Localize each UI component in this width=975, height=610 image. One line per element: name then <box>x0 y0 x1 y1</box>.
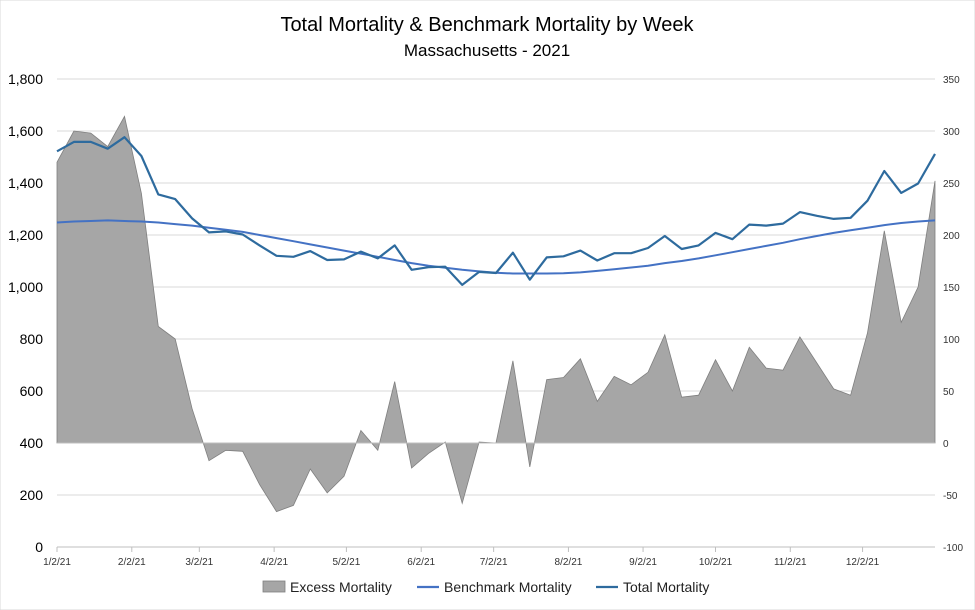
x-tick-label: 11/2/21 <box>774 557 807 568</box>
legend: Excess Mortality Benchmark Mortality Total… <box>262 579 709 595</box>
right-tick-label: 150 <box>943 283 960 294</box>
left-tick-label: 200 <box>20 487 44 503</box>
right-tick-label: 50 <box>943 387 955 398</box>
legend-label: Total Mortality <box>623 579 709 595</box>
x-tick-label: 10/2/21 <box>699 557 733 568</box>
x-tick-label: 1/2/21 <box>43 557 71 568</box>
x-tick-label: 5/2/21 <box>332 557 360 568</box>
lines-layer <box>56 136 936 286</box>
x-tick-label: 7/2/21 <box>480 557 508 568</box>
left-tick-label: 400 <box>20 435 44 451</box>
excess-area-layer <box>56 115 936 513</box>
legend-label: Benchmark Mortality <box>444 579 572 595</box>
left-tick-label: 1,000 <box>8 279 43 295</box>
left-tick-label: 1,200 <box>8 227 43 243</box>
axes <box>57 442 935 548</box>
right-tick-label: 0 <box>943 439 949 450</box>
chart-subtitle: Massachusetts - 2021 <box>404 41 570 60</box>
chart-title: Total Mortality & Benchmark Mortality by… <box>280 14 694 36</box>
right-tick-label: 250 <box>943 179 960 190</box>
x-tick-label: 3/2/21 <box>185 557 213 568</box>
right-tick-label: 200 <box>943 231 960 242</box>
legend-swatch-excess <box>262 580 286 593</box>
right-tick-label: 350 <box>943 75 960 86</box>
left-tick-label: 800 <box>20 331 44 347</box>
left-axis-ticks: 0 200 400 600 800 1,000 1,200 1,400 1,600 1,800 <box>8 71 43 555</box>
right-tick-label: 100 <box>943 335 960 346</box>
x-axis-ticks: 1/2/21 2/2/21 3/2/21 4/2/21 5/2/21 6/2/21 7/2/… <box>43 547 880 568</box>
right-axis-ticks: -100 -50 0 50 100 150 200 250 300 350 <box>943 75 963 554</box>
legend-label: Excess Mortality <box>290 579 392 595</box>
left-tick-label: 600 <box>20 383 44 399</box>
x-tick-label: 8/2/21 <box>555 557 583 568</box>
left-tick-label: 1,800 <box>8 71 43 87</box>
excess-mortality-area <box>56 115 936 513</box>
left-tick-label: 1,600 <box>8 123 43 139</box>
x-tick-label: 2/2/21 <box>118 557 146 568</box>
x-tick-label: 6/2/21 <box>407 557 435 568</box>
left-tick-label: 1,400 <box>8 175 43 191</box>
right-tick-label: -100 <box>943 543 963 554</box>
x-tick-label: 4/2/21 <box>260 557 288 568</box>
total-mortality-line <box>56 136 936 286</box>
left-tick-label: 0 <box>35 539 43 555</box>
x-tick-label: 9/2/21 <box>629 557 657 568</box>
right-tick-label: 300 <box>943 127 960 138</box>
x-tick-label: 12/2/21 <box>846 557 880 568</box>
right-tick-label: -50 <box>943 491 958 502</box>
